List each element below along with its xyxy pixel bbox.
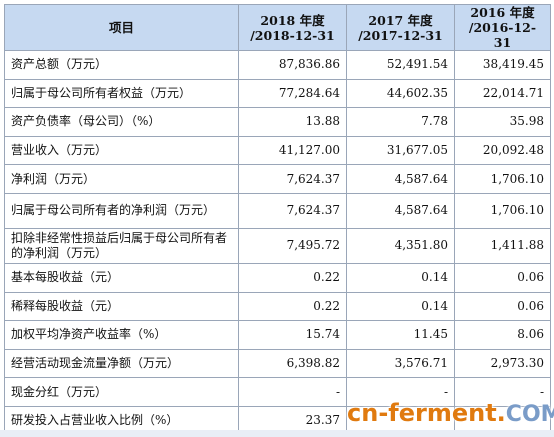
cell-2016: 1,411.88 (454, 227, 551, 264)
row-label: 资产总额（万元） (4, 50, 239, 80)
watermark-tld: COM (505, 402, 554, 427)
header-2016: 2016 年度/2016-12-31 (454, 4, 551, 51)
table-row: 稀释每股收益（元） 0.22 0.14 0.06 (4, 291, 551, 322)
cell-2017: 31,677.05 (346, 135, 455, 166)
cell-2017: 7.78 (346, 107, 455, 137)
row-label: 经营活动现金流量净额（万元） (4, 348, 239, 379)
cell-2017: 3,576.71 (346, 348, 455, 379)
row-label: 资产负债率（母公司）（%） (4, 107, 239, 137)
cell-2018: - (238, 377, 347, 407)
header-2017: 2017 年度/2017-12-31 (346, 4, 455, 51)
cell-2018: 7,624.37 (238, 164, 347, 194)
watermark-dot: . (496, 399, 506, 427)
cell-2017: 52,491.54 (346, 50, 455, 80)
cell-2016: 2,973.30 (454, 348, 551, 379)
header-2018: 2018 年度/2018-12-31 (238, 4, 347, 51)
cell-2017: 4,587.64 (346, 192, 455, 229)
cell-2017: 11.45 (346, 320, 455, 350)
cell-2018: 13.88 (238, 107, 347, 137)
table-row: 加权平均净资产收益率（%） 15.74 11.45 8.06 (4, 320, 551, 350)
cell-2016: 8.06 (454, 320, 551, 350)
row-label: 稀释每股收益（元） (4, 291, 239, 322)
cell-2016: 35.98 (454, 107, 551, 137)
watermark-main: cn-ferment (347, 399, 497, 427)
table-row: 归属于母公司所有者权益（万元） 77,284.64 44,602.35 22,0… (4, 78, 551, 109)
table-row: 净利润（万元） 7,624.37 4,587.64 1,706.10 (4, 164, 551, 194)
cell-2017: 4,351.80 (346, 227, 455, 264)
table-row: 现金分红（万元） - - - (4, 377, 551, 407)
cell-2016: 1,706.10 (454, 192, 551, 229)
header-item: 项目 (4, 4, 239, 51)
watermark-logo: cn-ferment.COM (347, 399, 554, 427)
cell-2018: 77,284.64 (238, 78, 347, 109)
cell-2016: 0.06 (454, 291, 551, 322)
cell-2017: 4,587.64 (346, 164, 455, 194)
table-header-row: 项目 2018 年度/2018-12-31 2017 年度/2017-12-31… (4, 4, 551, 51)
table-row: 资产总额（万元） 87,836.86 52,491.54 38,419.45 (4, 50, 551, 80)
cell-2016: 0.06 (454, 262, 551, 293)
cell-2018: 0.22 (238, 291, 347, 322)
cell-2017: 0.14 (346, 291, 455, 322)
cell-2018: 41,127.00 (238, 135, 347, 166)
cell-2017: 0.14 (346, 262, 455, 293)
cell-2018: 6,398.82 (238, 348, 347, 379)
row-label: 现金分红（万元） (4, 377, 239, 407)
table-row: 基本每股收益（元） 0.22 0.14 0.06 (4, 262, 551, 293)
cell-2018: 87,836.86 (238, 50, 347, 80)
row-label: 净利润（万元） (4, 164, 239, 194)
row-label: 加权平均净资产收益率（%） (4, 320, 239, 350)
cell-2016: 1,706.10 (454, 164, 551, 194)
cell-2016: 22,014.71 (454, 78, 551, 109)
cell-2016: 20,092.48 (454, 135, 551, 166)
row-label: 基本每股收益（元） (4, 262, 239, 293)
table-row: 扣除非经常性损益后归属于母公司所有者的净利润（万元） 7,495.72 4,35… (4, 227, 551, 264)
cell-2017: 44,602.35 (346, 78, 455, 109)
bottom-footnote-strip (0, 430, 554, 437)
table-row: 营业收入（万元） 41,127.00 31,677.05 20,092.48 (4, 135, 551, 166)
cell-2016: 38,419.45 (454, 50, 551, 80)
row-label: 归属于母公司所有者权益（万元） (4, 78, 239, 109)
financial-summary-table: 项目 2018 年度/2018-12-31 2017 年度/2017-12-31… (4, 4, 551, 436)
table-row: 归属于母公司所有者的净利润（万元） 7,624.37 4,587.64 1,70… (4, 192, 551, 229)
table-row: 资产负债率（母公司）（%） 13.88 7.78 35.98 (4, 107, 551, 137)
cell-2018: 0.22 (238, 262, 347, 293)
row-label: 归属于母公司所有者的净利润（万元） (4, 192, 239, 229)
cell-2018: 7,495.72 (238, 227, 347, 264)
cell-2018: 15.74 (238, 320, 347, 350)
row-label: 扣除非经常性损益后归属于母公司所有者的净利润（万元） (4, 227, 239, 264)
table-row: 经营活动现金流量净额（万元） 6,398.82 3,576.71 2,973.3… (4, 348, 551, 379)
row-label: 营业收入（万元） (4, 135, 239, 166)
cell-2018: 7,624.37 (238, 192, 347, 229)
